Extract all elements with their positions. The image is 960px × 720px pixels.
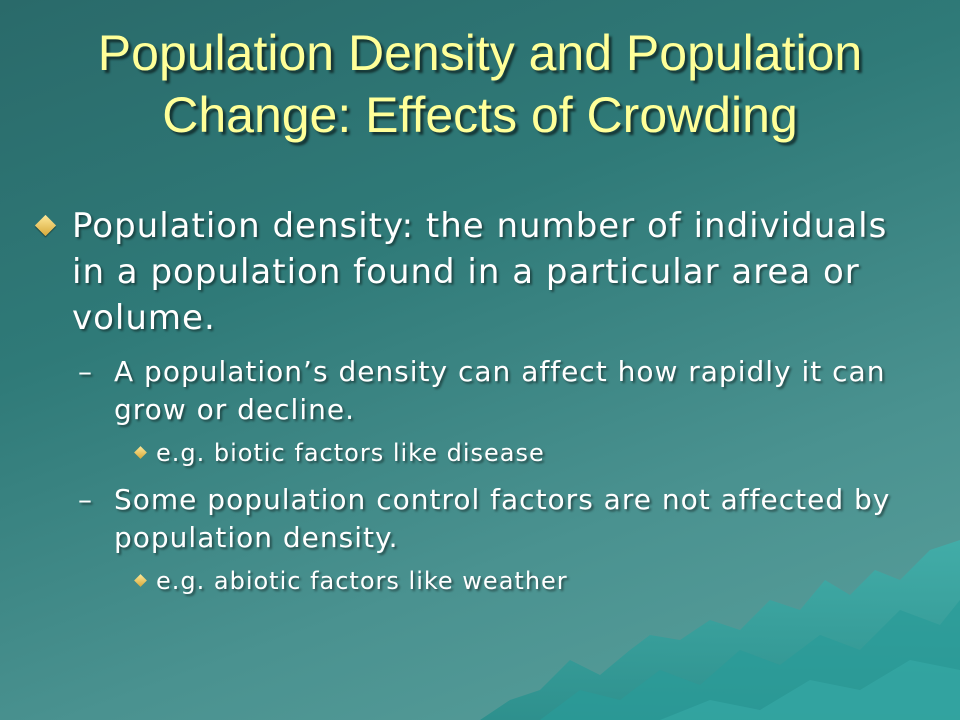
- diamond-bullet-small-icon: [134, 574, 147, 587]
- example-abiotic: e.g. abiotic factors like weather: [134, 565, 926, 597]
- dash-marker: –: [78, 355, 93, 388]
- slide-body: Population density: the number of indivi…: [34, 203, 926, 597]
- example-text: e.g. abiotic factors like weather: [156, 567, 568, 595]
- title-line-1: Population Density and Population: [97, 25, 863, 81]
- title-line-2: Change: Effects of Crowding: [162, 87, 798, 143]
- sub-bullet-text: Some population control factors are not …: [114, 483, 891, 554]
- decorative-mountain-graphic: [480, 540, 960, 720]
- diamond-bullet-icon: [34, 214, 57, 237]
- sub-bullet-text: A population’s density can affect how ra…: [114, 355, 886, 426]
- sub-bullet-control-factors: – Some population control factors are no…: [78, 481, 926, 557]
- diamond-bullet-small-icon: [134, 446, 147, 459]
- slide-title: Population Density and Population Change…: [0, 22, 960, 146]
- bullet-text: Population density: the number of indivi…: [72, 206, 888, 338]
- sub-bullet-density-growth: – A population’s density can affect how …: [78, 353, 926, 429]
- example-text: e.g. biotic factors like disease: [156, 439, 545, 467]
- dash-marker: –: [78, 483, 93, 516]
- example-biotic: e.g. biotic factors like disease: [134, 437, 926, 469]
- bullet-population-density: Population density: the number of indivi…: [34, 203, 926, 341]
